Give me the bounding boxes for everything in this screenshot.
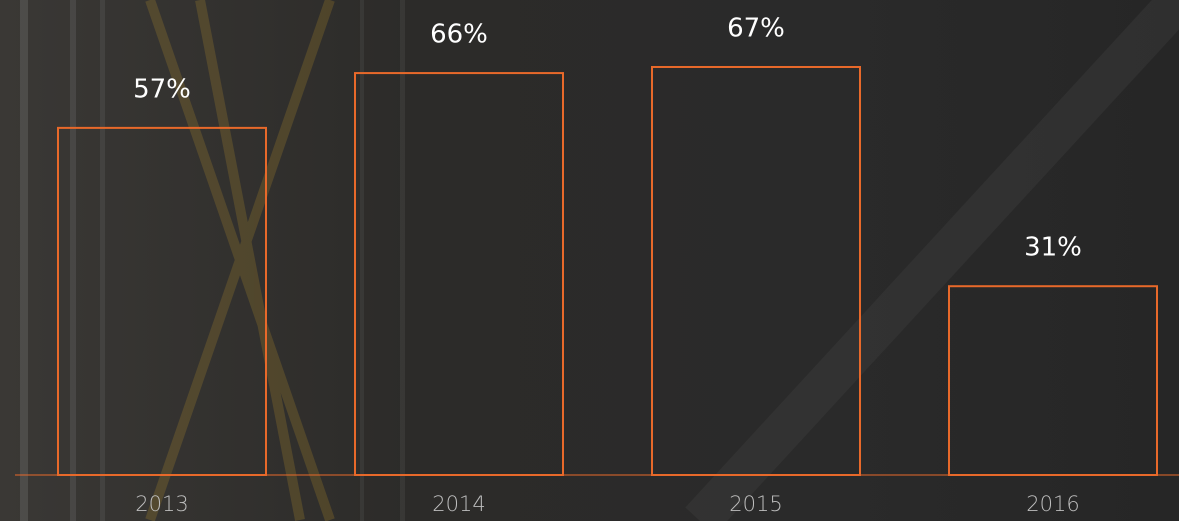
x-tick-label: 2013 bbox=[135, 492, 188, 516]
chart: 57% 2013 66% 2014 67% 2015 31% 2016 bbox=[0, 0, 1179, 521]
value-label: 67% bbox=[727, 13, 785, 43]
page: {"chart_data": {"type": "bar", "categori… bbox=[0, 0, 1179, 521]
x-tick-label: 2015 bbox=[729, 492, 782, 516]
value-label: 31% bbox=[1024, 233, 1082, 263]
x-tick-label: 2016 bbox=[1026, 492, 1079, 516]
value-label: 66% bbox=[430, 20, 488, 50]
x-tick-label: 2014 bbox=[432, 492, 485, 516]
value-label: 57% bbox=[133, 74, 191, 104]
